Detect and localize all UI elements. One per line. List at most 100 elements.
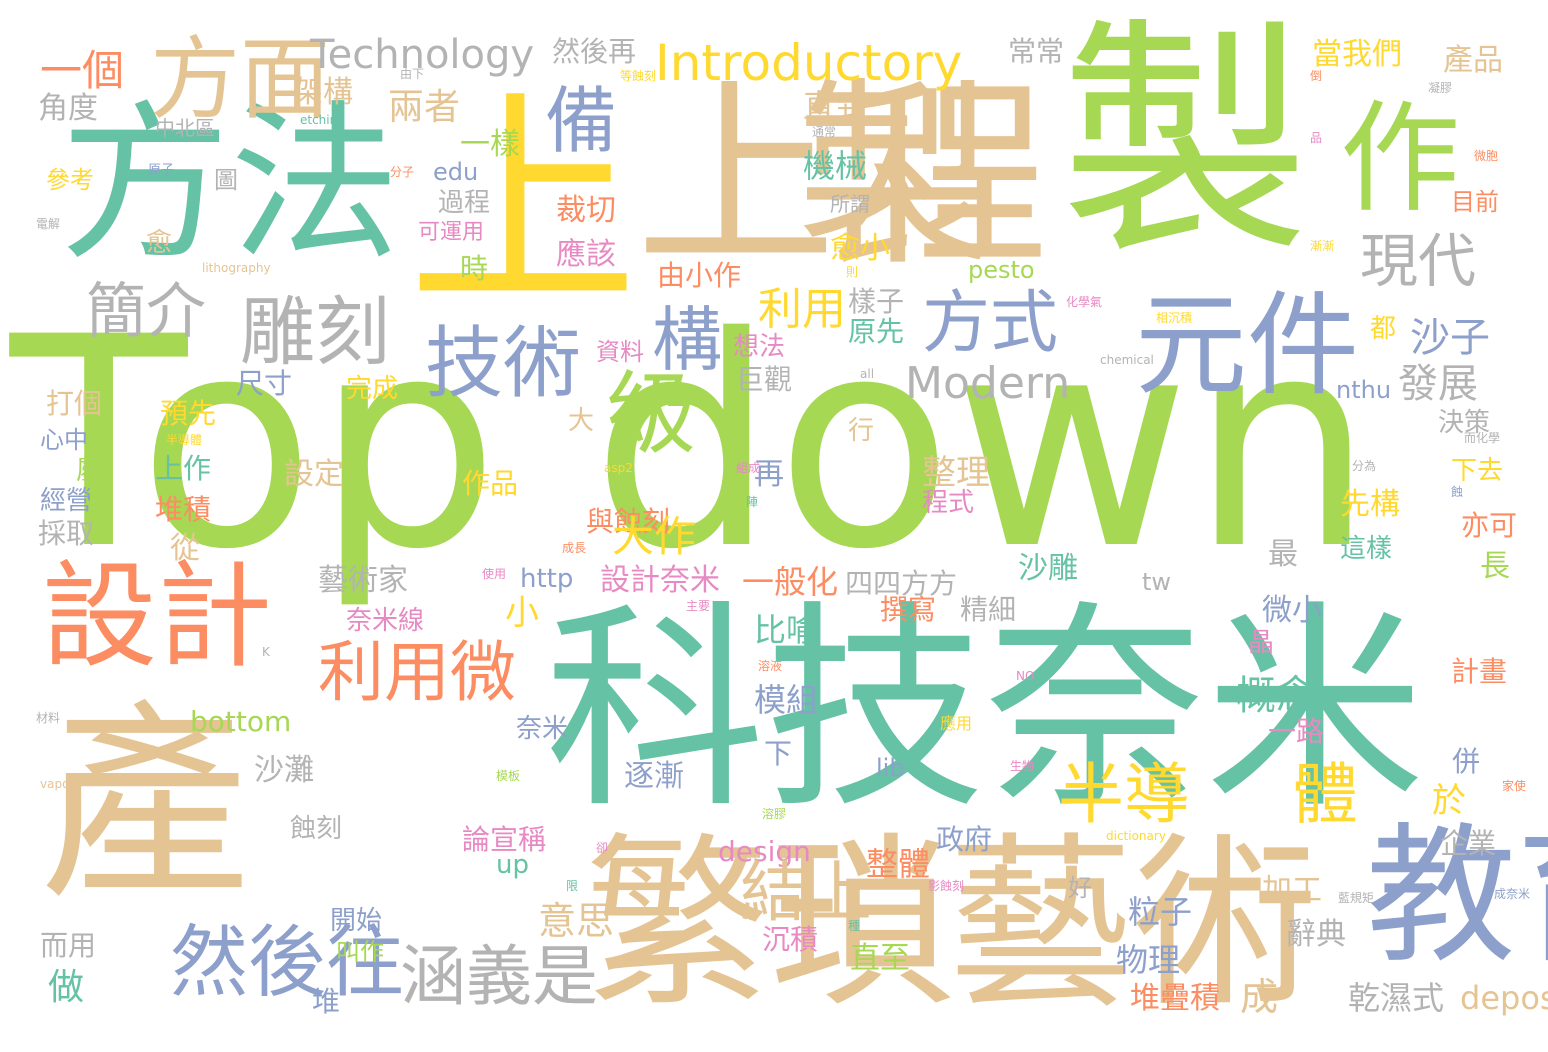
word-modern: Modern	[905, 358, 1071, 409]
word-jianjie: 簡介	[86, 277, 206, 347]
word-zuo: 作	[1340, 90, 1460, 229]
word-dui: deposition	[1460, 979, 1548, 1017]
word-chan: 奈米	[516, 714, 569, 744]
word-jianjian: all	[860, 367, 875, 381]
word-zhengfu: 政府	[936, 823, 993, 856]
word-shatan: 沙灘	[254, 753, 314, 788]
word-ranhouwang: 直至	[850, 941, 910, 976]
word-pin: 所謂	[830, 192, 870, 216]
word-juece: 決策	[1438, 408, 1491, 438]
word-fangfa: 方法	[60, 86, 401, 284]
word-jixie: 機械	[803, 147, 868, 185]
word-lib: lib	[876, 754, 905, 782]
word-xiangfa: 想法	[733, 332, 786, 362]
word-fangshi: 方式	[922, 284, 1059, 363]
word-duiji: 堆積	[155, 493, 212, 526]
word-fenzi: 則	[846, 265, 859, 279]
word-bandao: 半導	[1058, 756, 1190, 833]
word-yuxian: 預先	[160, 397, 217, 430]
word-yilu: 一路	[1268, 715, 1325, 748]
word-chicun: 尺寸	[236, 367, 293, 400]
word-da: 大	[568, 406, 595, 436]
word-cheng-small: 等蝕刻	[620, 69, 657, 83]
word-dangwomen: 當我們	[1312, 37, 1402, 72]
word-xiao: 小	[505, 593, 539, 633]
word-wancheng: 完成	[346, 374, 399, 404]
word-asp2: 蝕	[1451, 485, 1464, 499]
word-yiyang: 一樣	[460, 127, 520, 162]
word-chang: 長	[1480, 549, 1510, 584]
word-ziliao: 資料	[596, 338, 644, 366]
word-hanyishi: 沉積	[762, 923, 819, 956]
word-shi-small: K	[262, 645, 270, 659]
word-jiaodu: 角度	[38, 91, 98, 126]
word-zhidao: 直到	[803, 87, 868, 125]
word-mubiao: 目前	[1451, 188, 1499, 216]
word-zuo-do: 乾濕式	[1348, 979, 1445, 1017]
word-liyong: 利用	[758, 284, 846, 335]
word-jieshang: 結上	[740, 854, 872, 931]
word-juguan: 巨觀	[736, 363, 793, 396]
word-ji: 級	[606, 362, 696, 467]
word-yuxiao: 愈小	[830, 231, 890, 266]
word-zui: 最	[1268, 537, 1298, 572]
word-tongchang: 分子	[390, 165, 415, 179]
word-erhuaxue: 陣	[746, 495, 759, 509]
word-cailiao: 模板	[496, 769, 521, 783]
word-caiqu: 採取	[38, 517, 95, 550]
word-zai: 再	[754, 457, 784, 492]
word-xinzhong: 心中	[40, 426, 88, 454]
word-jihua: 計畫	[1451, 655, 1508, 688]
word-nthu: nthu	[1336, 376, 1392, 404]
word-xia: 下	[764, 737, 793, 770]
word-wuli: 成	[1240, 975, 1279, 1019]
word-yangzi: 樣子	[848, 285, 905, 318]
word-all: 組成	[736, 461, 761, 475]
word-jingying: 經營	[40, 486, 93, 516]
word-shi: 時	[460, 252, 489, 285]
word-ze: chemical	[1100, 353, 1154, 367]
word-zuopin: 作品	[462, 467, 519, 500]
word-erxia: 藝術	[948, 816, 1318, 1032]
word-youshang: 繁瑣	[585, 816, 955, 1032]
word-no: vapor	[40, 777, 75, 791]
word-xian: 成奈米	[1494, 887, 1531, 901]
word-changchang: 常常	[1008, 35, 1065, 68]
word-dianjie: 化學氣	[1066, 295, 1103, 309]
word-fazhan: 發展	[1398, 361, 1478, 407]
word-shejinaimi: 設計奈米	[600, 563, 720, 598]
word-jingxi: 精細	[960, 593, 1017, 626]
word-muban: 卻	[596, 841, 609, 855]
word-biyu: 比喻	[754, 611, 819, 649]
word-liangzhe: 兩者	[388, 87, 461, 128]
word-ningjiao: 微胞	[1474, 149, 1499, 163]
word-jing: 晶	[1248, 628, 1275, 658]
word-zhizhi: 堆	[312, 985, 341, 1018]
word-caiqie: 裁切	[556, 193, 616, 228]
word-duidieji: 由下	[400, 67, 425, 81]
word-yike: 亦可	[1461, 509, 1518, 542]
word-fangmian: 方面	[150, 27, 330, 132]
word-zhuyao: 材料	[36, 711, 61, 725]
word-jishu: 技術	[425, 319, 582, 409]
word-qianshishi: 倒	[1310, 69, 1323, 83]
word-naimi: 產	[40, 682, 251, 927]
word-xiangchenji: 半導體	[166, 433, 203, 447]
word-zucheng: 成長	[562, 541, 587, 555]
word-pesto: pesto	[968, 256, 1035, 284]
word-zhengti: 整體	[866, 845, 931, 883]
word-zhen: 使用	[482, 567, 507, 581]
word-lithography: 相沉積	[1156, 311, 1193, 325]
word-chanpin: 產品	[1443, 43, 1503, 78]
word-zhuanxie: 撰寫	[880, 593, 937, 626]
word-top-down: Top down	[10, 276, 1375, 613]
word-yuanzi: lithography	[202, 261, 271, 275]
word-zhengli: 整理	[922, 453, 990, 493]
word-weibao: 電解	[36, 217, 61, 231]
word-zhongbeiqu: 中北區	[155, 116, 215, 140]
word-cankao: 參考	[46, 166, 94, 194]
word-dou: 都	[1370, 314, 1397, 344]
word-zheyang: 這樣	[1340, 534, 1393, 564]
word-ranhouzai: 然後再	[552, 35, 637, 68]
